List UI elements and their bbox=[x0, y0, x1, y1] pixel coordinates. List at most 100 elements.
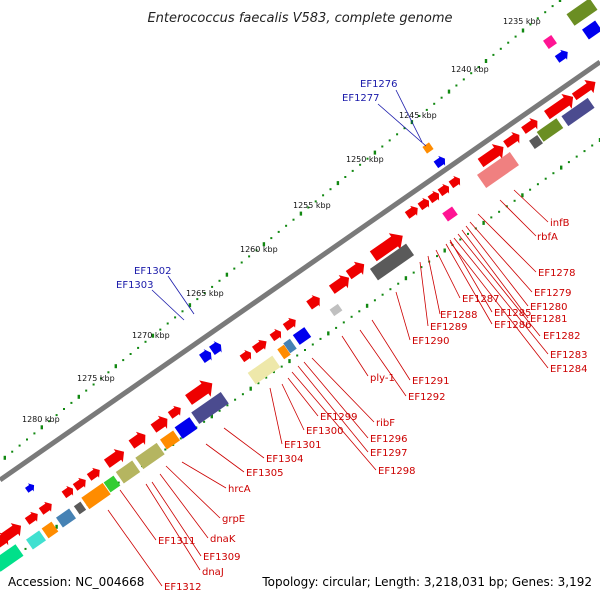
tick-dot bbox=[218, 409, 221, 412]
gene-label: rbfA bbox=[537, 232, 558, 243]
tick-dot bbox=[351, 169, 354, 172]
tick-dot bbox=[174, 316, 177, 319]
tick-dot bbox=[226, 404, 229, 407]
tick-dot bbox=[181, 310, 184, 313]
kbp-label: 1245 kbp bbox=[399, 111, 437, 120]
tick-dot bbox=[366, 157, 369, 160]
leader-line bbox=[311, 357, 375, 423]
leader-line bbox=[359, 329, 407, 397]
leader-line bbox=[377, 103, 427, 147]
tick-dot bbox=[296, 354, 299, 357]
leader-line bbox=[151, 481, 202, 557]
tick-dot bbox=[447, 89, 451, 94]
cog-block bbox=[56, 508, 76, 528]
tick-dot bbox=[299, 211, 303, 216]
leader-line bbox=[435, 249, 461, 299]
tick-dot bbox=[265, 376, 268, 379]
tick-dot bbox=[151, 333, 155, 338]
cog-block bbox=[277, 344, 291, 360]
gene-arrow bbox=[103, 449, 125, 468]
gene-label: EF1303 bbox=[116, 280, 154, 291]
tick-dot bbox=[567, 161, 570, 164]
gene-label: EF1283 bbox=[550, 350, 588, 361]
gene-label: EF1285 bbox=[494, 308, 532, 319]
gene-label: EF1276 bbox=[360, 79, 398, 90]
tick-dot bbox=[492, 53, 495, 56]
cog-block bbox=[103, 475, 121, 493]
cog-block bbox=[81, 482, 111, 510]
gene-arrow bbox=[269, 328, 282, 342]
tick-dot bbox=[388, 139, 391, 142]
gene-arrow bbox=[477, 144, 504, 168]
gene-label: EF1279 bbox=[534, 288, 572, 299]
tick-dot bbox=[55, 524, 58, 529]
tick-dot bbox=[63, 408, 65, 410]
leader-line bbox=[419, 261, 429, 327]
leader-line bbox=[223, 427, 265, 459]
kbp-scale: 1235 kbp 1240 kbp 1245 kbp 1250 kbp 1255… bbox=[22, 17, 541, 424]
tick-dot bbox=[48, 420, 51, 423]
leader-line bbox=[457, 233, 541, 337]
tick-dot bbox=[314, 200, 317, 203]
tick-dot bbox=[436, 255, 438, 258]
leader-line bbox=[445, 243, 493, 325]
tick-dot bbox=[196, 298, 199, 301]
leader-line bbox=[469, 221, 533, 293]
leader-line bbox=[159, 473, 209, 539]
tick-dot bbox=[92, 383, 95, 386]
gene-label: EF1284 bbox=[550, 364, 588, 375]
tick-dot bbox=[462, 78, 465, 81]
tick-dot bbox=[26, 438, 28, 441]
tick-dot bbox=[329, 188, 332, 191]
tick-dot bbox=[490, 216, 493, 219]
leader-line bbox=[297, 365, 369, 453]
tick-dot bbox=[544, 177, 547, 180]
tick-dot bbox=[241, 393, 244, 396]
tick-dot bbox=[514, 35, 517, 38]
gene-label: EF1301 bbox=[284, 440, 322, 451]
cog-block bbox=[73, 501, 87, 515]
tick-dot bbox=[365, 303, 369, 308]
tick-dot bbox=[404, 276, 408, 281]
tick-dot bbox=[85, 389, 88, 392]
gene-label: EF1305 bbox=[246, 468, 284, 479]
genome-summary-text: Topology: circular; Length: 3,218,031 bp… bbox=[261, 575, 592, 589]
gene-arrow bbox=[239, 349, 252, 363]
gene-arrow bbox=[25, 483, 35, 493]
kbp-label: 1260 kbp bbox=[240, 245, 278, 254]
tick-dot bbox=[521, 193, 524, 198]
leader-line bbox=[371, 319, 411, 381]
tick-dot bbox=[544, 11, 547, 14]
gene-label: EF1299 bbox=[320, 412, 358, 423]
leader-line bbox=[287, 377, 319, 417]
tick-dot bbox=[311, 343, 314, 346]
cog-block bbox=[329, 303, 343, 317]
cog-block bbox=[442, 206, 458, 222]
leader-line bbox=[477, 213, 537, 273]
tick-dot bbox=[304, 349, 306, 351]
tick-dot bbox=[373, 150, 377, 155]
tick-dot bbox=[440, 96, 443, 99]
tick-dot bbox=[560, 165, 563, 170]
cog-block bbox=[292, 327, 312, 345]
tick-dot bbox=[575, 155, 578, 158]
gene-arrow bbox=[404, 205, 418, 219]
gene-label: EF1277 bbox=[342, 93, 380, 104]
leader-line bbox=[427, 255, 441, 315]
tick-dot bbox=[272, 371, 275, 374]
tick-dot bbox=[583, 150, 586, 153]
leader-line bbox=[395, 291, 411, 341]
tick-dot bbox=[100, 377, 102, 380]
leader-line bbox=[461, 229, 529, 319]
tick-dot bbox=[425, 108, 428, 111]
tick-dot bbox=[270, 237, 273, 240]
leader-line bbox=[167, 275, 195, 315]
tick-dot bbox=[499, 47, 502, 50]
accession-text: Accession: NC_004668 bbox=[8, 575, 144, 589]
tick-dot bbox=[211, 285, 214, 288]
gene-label: EF1292 bbox=[408, 392, 446, 403]
gene-arrow bbox=[61, 485, 74, 499]
gene-arrow bbox=[251, 339, 267, 354]
tick-dot bbox=[342, 321, 345, 324]
tick-dot bbox=[389, 288, 392, 291]
